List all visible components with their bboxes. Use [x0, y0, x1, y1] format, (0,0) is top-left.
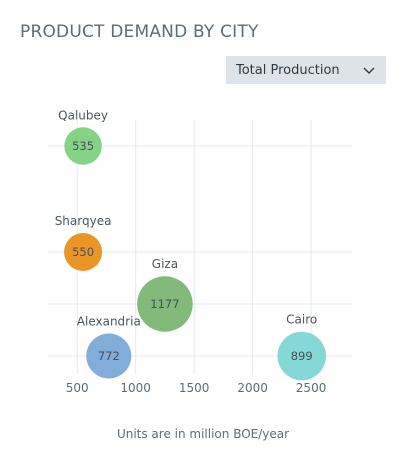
- bubble-value-label: 1177: [150, 297, 179, 311]
- x-tick-label: 1500: [179, 381, 210, 395]
- x-tick-label: 2500: [296, 381, 327, 395]
- bubble-value-label: 535: [72, 139, 94, 153]
- bubble-name-label: Sharqyea: [55, 214, 112, 228]
- units-note: Units are in million BOE/year: [116, 427, 290, 441]
- bubble-giza: [137, 276, 193, 332]
- x-tick-label: 1000: [120, 381, 151, 395]
- bubble-value-label: 550: [72, 245, 94, 259]
- dropdown-selected-label: Total Production: [236, 62, 340, 78]
- bubble-sharqyea: [64, 233, 103, 271]
- bubble-cairo: [277, 331, 327, 381]
- bubble-value-label: 899: [291, 349, 313, 363]
- bubble-alexandria: [86, 333, 132, 379]
- bubble-name-label: Giza: [152, 257, 178, 271]
- bubble-value-label: 772: [98, 349, 120, 363]
- x-tick-label: 2000: [237, 381, 268, 395]
- chevron-down-icon: [363, 67, 375, 74]
- bubble-qalubey: [64, 127, 102, 165]
- bubble-name-label: Cairo: [286, 313, 317, 327]
- bubble-name-label: Qalubey: [58, 108, 108, 122]
- x-tick-label: 500: [66, 381, 89, 395]
- chart-title: PRODUCT DEMAND BY CITY: [20, 22, 259, 42]
- bubble-name-label: Alexandria: [77, 314, 141, 328]
- production-filter-dropdown[interactable]: Total Production: [226, 56, 386, 84]
